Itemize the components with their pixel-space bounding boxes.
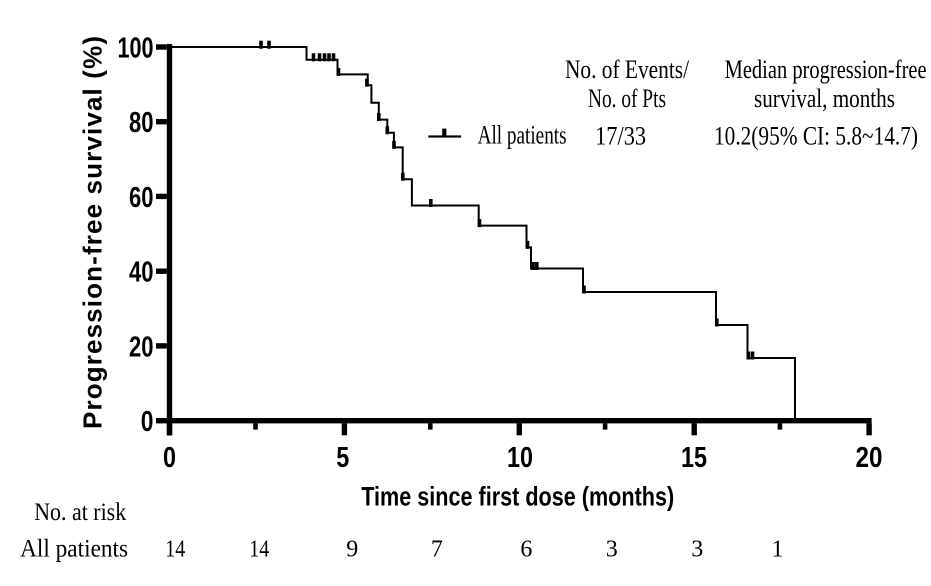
svg-text:3: 3 [606,537,618,563]
svg-text:All patients: All patients [20,536,128,563]
svg-text:No. of Events/: No. of Events/ [565,55,690,84]
svg-text:100: 100 [118,32,154,64]
svg-text:All patients: All patients [478,121,567,150]
svg-text:20: 20 [856,442,883,474]
svg-text:14: 14 [165,537,185,563]
svg-text:14: 14 [249,537,269,563]
svg-text:Progression-free survival (%): Progression-free survival (%) [78,36,108,429]
svg-text:20: 20 [129,331,154,363]
svg-text:6: 6 [520,537,532,563]
svg-text:Median progression-free: Median progression-free [725,55,927,84]
svg-text:5: 5 [336,442,349,474]
svg-text:40: 40 [129,257,154,289]
svg-text:1: 1 [772,537,784,563]
svg-text:60: 60 [129,182,154,214]
svg-text:17/33: 17/33 [595,122,646,151]
svg-text:15: 15 [681,442,707,474]
svg-text:0: 0 [141,406,154,438]
svg-text:9: 9 [346,537,358,563]
svg-text:No. at risk: No. at risk [34,499,126,526]
svg-text:10: 10 [507,442,533,474]
svg-text:survival, months: survival, months [754,84,895,113]
svg-text:No. of Pts: No. of Pts [588,84,666,113]
svg-text:10.2(95% CI: 5.8~14.7): 10.2(95% CI: 5.8~14.7) [714,122,918,151]
svg-text:0: 0 [163,442,176,474]
svg-text:80: 80 [129,107,154,139]
svg-text:7: 7 [431,537,443,563]
svg-text:3: 3 [691,537,703,563]
svg-text:Time since first dose (months): Time since first dose (months) [361,481,674,511]
